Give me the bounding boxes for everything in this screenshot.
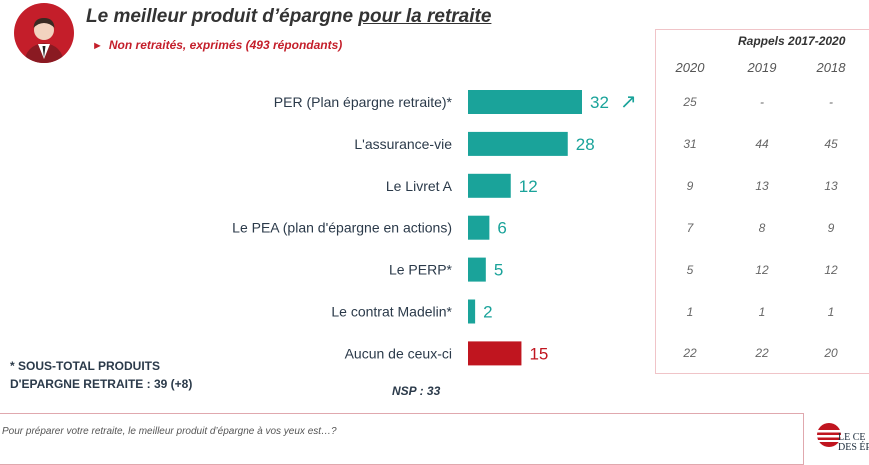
rappel-value: 8 [758,220,766,235]
person-avatar-icon [14,3,74,63]
rappel-value: 1 [686,304,694,319]
category-label: PER (Plan épargne retraite)* [274,94,453,110]
year-header: 2020 [675,60,705,75]
rappel-value: 5 [686,262,694,277]
bar [468,215,490,240]
rappel-value: 45 [824,136,838,151]
rappel-value: - [829,95,833,109]
rappel-value: 44 [755,136,769,151]
question-box [0,413,804,465]
bar [468,257,486,282]
value-label: 5 [494,261,503,280]
question-text: Pour préparer votre retraite, le meilleu… [2,426,337,437]
year-header: 2019 [747,60,777,75]
value-label: 6 [497,219,506,238]
rappel-value: 1 [827,304,835,319]
value-label: 32 [590,93,609,112]
rappel-value: 12 [824,262,838,277]
bar [468,299,476,324]
rappel-value: 25 [683,95,697,109]
caisse-epargne-logo [810,414,869,461]
rappel-value: 31 [683,136,697,151]
rappel-value: 22 [683,346,697,361]
rappel-value: 7 [686,220,694,235]
rappel-value: 9 [827,220,835,235]
trend-up-icon: ↗ [620,89,637,113]
rappel-value: 1 [758,304,766,319]
category-label: Aucun de ceux-ci [345,345,452,361]
triangle-marker-icon: ► [92,40,103,52]
value-label: 15 [529,344,548,363]
page-title: Le meilleur produit d’épargne pour la re… [86,6,492,27]
rappels-panel [655,29,869,374]
logo-text: LE CE DES ÉPARGN [838,432,869,453]
value-label: 28 [576,135,595,154]
category-label: Le Livret A [386,178,453,194]
year-header: 2018 [816,60,846,75]
value-label: 12 [519,177,538,196]
nsp-note: NSP : 33 [392,384,441,398]
rappel-value: 13 [824,178,838,193]
rappel-value: 22 [755,346,769,361]
rappels-title: Rappels 2017-2020 [738,34,846,48]
category-label: L'assurance-vie [354,136,452,152]
subtotal-note: * SOUS-TOTAL PRODUITS D'EPARGNE RETRAITE… [10,359,193,391]
rappel-value: 20 [824,346,838,361]
population-subtitle: ► Non retraités, exprimés (493 répondants… [92,38,343,52]
value-label: 2 [483,303,492,322]
bar [468,173,511,198]
bar [468,131,568,156]
rappel-value: 12 [755,262,769,277]
rappel-value: - [760,95,764,109]
bar [468,90,582,114]
rappel-value: 13 [755,178,769,193]
category-label: Le contrat Madelin* [331,304,452,320]
rappel-value: 9 [686,178,694,193]
category-label: Le PERP* [389,262,453,278]
category-label: Le PEA (plan d'épargne en actions) [232,220,452,236]
bar [468,341,522,366]
